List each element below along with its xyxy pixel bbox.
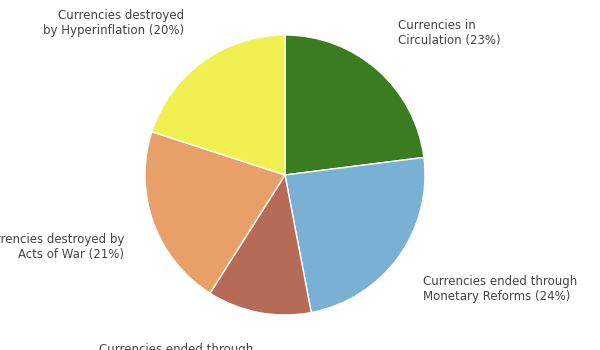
Wedge shape [152,35,285,175]
Text: Currencies ended through
Acts of Independence (12%): Currencies ended through Acts of Indepen… [86,343,253,350]
Text: Currencies in
Circulation (23%): Currencies in Circulation (23%) [398,19,500,47]
Wedge shape [285,158,425,313]
Text: Currencies destroyed
by Hyperinflation (20%): Currencies destroyed by Hyperinflation (… [43,9,185,37]
Wedge shape [210,175,311,315]
Wedge shape [145,132,285,293]
Text: Currencies destroyed by
Acts of War (21%): Currencies destroyed by Acts of War (21%… [0,233,124,261]
Text: Currencies ended through
Monetary Reforms (24%): Currencies ended through Monetary Reform… [423,275,577,303]
Wedge shape [285,35,424,175]
